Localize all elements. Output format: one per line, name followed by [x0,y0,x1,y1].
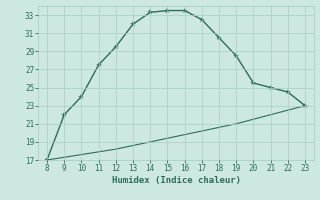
X-axis label: Humidex (Indice chaleur): Humidex (Indice chaleur) [111,176,241,185]
